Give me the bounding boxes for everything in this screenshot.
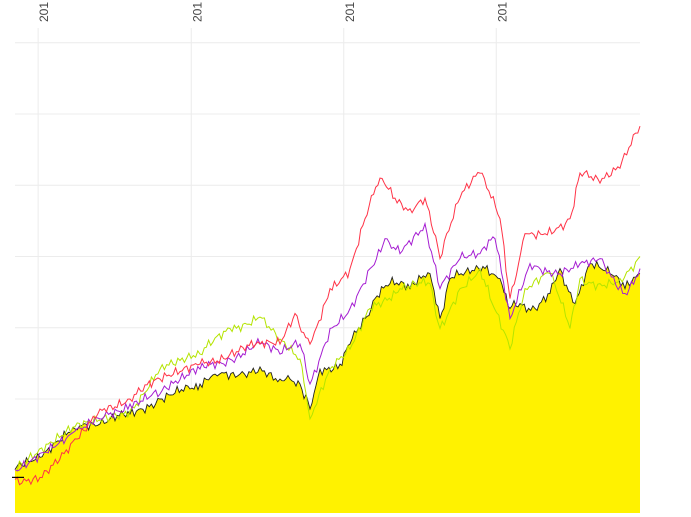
series-line-red [14, 125, 641, 486]
series-line-purple [14, 221, 641, 472]
x-tick-label: 201 [190, 2, 204, 22]
x-axis-tick-labels: 201 201 201 201 [37, 2, 509, 22]
x-tick-label: 201 [495, 2, 509, 22]
x-tick-label: 201 [37, 2, 51, 22]
series-line-green [14, 256, 641, 472]
x-tick-label: 201 [343, 2, 357, 22]
series-area-yellow-area [15, 261, 640, 513]
series-layer [14, 125, 641, 513]
